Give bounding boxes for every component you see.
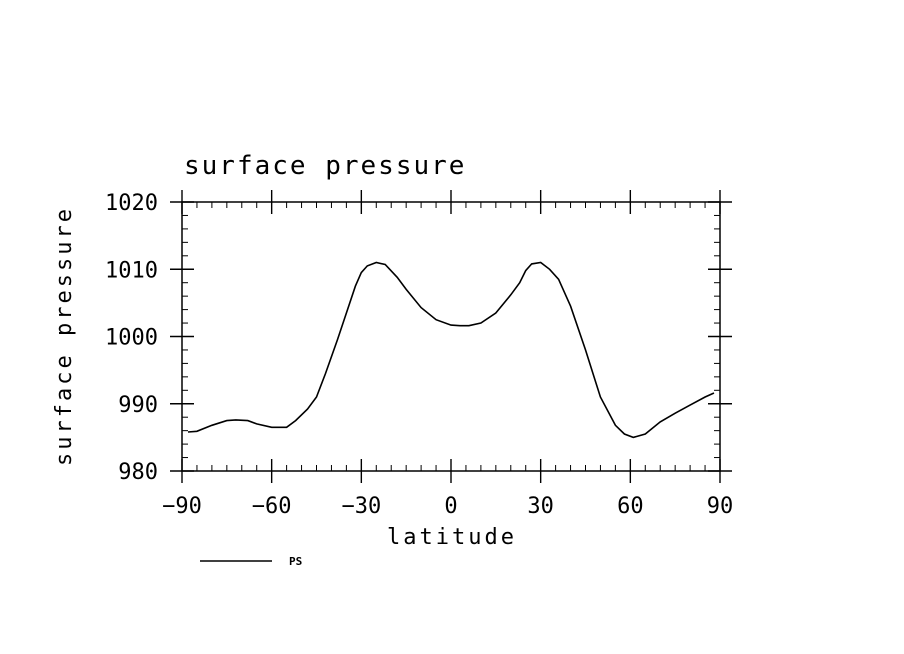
- y-tick-label: 1010: [105, 258, 158, 283]
- x-tick-labels: −90 −60 −30 0 30 60 90: [162, 494, 733, 519]
- x-tick-label: −60: [252, 494, 292, 519]
- x-tick-label: −90: [162, 494, 202, 519]
- y-tick-label: 980: [118, 460, 158, 485]
- x-tick-label: −30: [341, 494, 381, 519]
- x-tick-label: 90: [707, 494, 734, 519]
- y-tick-label: 1000: [105, 326, 158, 351]
- y-tick-labels: 980 990 1000 1010 1020: [105, 191, 158, 485]
- y-tick-label: 990: [118, 393, 158, 418]
- series-line-ps: [187, 261, 715, 439]
- x-axis-label: latitude: [387, 525, 517, 550]
- x-tick-label: 0: [444, 494, 457, 519]
- minor-ticks: [182, 202, 720, 471]
- chart-title: surface pressure: [184, 151, 466, 181]
- legend-label: PS: [289, 555, 302, 568]
- x-tick-label: 30: [527, 494, 554, 519]
- major-ticks: [170, 190, 732, 483]
- plot-frame: [181, 201, 721, 472]
- legend: PS: [200, 555, 302, 568]
- y-axis-label: surface pressure: [52, 206, 77, 466]
- x-tick-label: 60: [617, 494, 644, 519]
- y-tick-label: 1020: [105, 191, 158, 216]
